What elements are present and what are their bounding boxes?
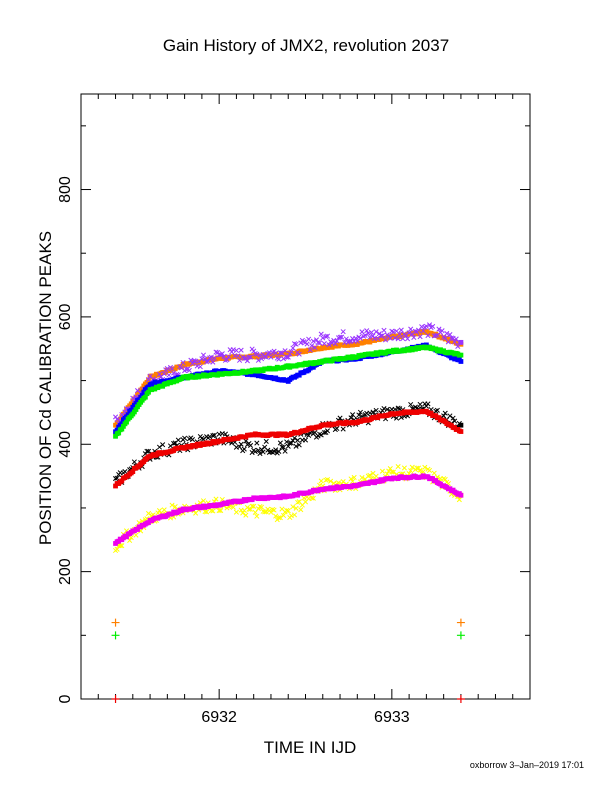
data-point-1 [239,348,243,352]
data-point-1 [306,337,310,341]
footer-credit: oxborrow 3–Jan–2019 17:01 [470,760,584,770]
data-point-6 [289,514,293,518]
data-point-4 [434,409,438,413]
data-point-4 [426,402,430,406]
y-tick-label: 400 [57,431,74,458]
data-point-6 [134,533,138,537]
data-point-4 [200,436,204,440]
plus-marker [457,631,465,639]
data-point-1 [399,328,403,332]
data-point-6 [432,471,436,475]
plus-marker [457,619,465,627]
data-point-4 [435,408,439,412]
data-point-1 [234,348,238,352]
data-point-4 [418,402,422,406]
data-point-6 [374,474,378,478]
plus-marker [112,631,120,639]
data-point-6 [299,508,303,512]
plot-frame [81,94,530,699]
data-point-4 [132,460,136,464]
data-point-4 [176,438,180,442]
data-point-4 [160,443,164,447]
data-point-4 [255,441,259,445]
data-point-4 [295,438,299,442]
data-point-6 [380,469,384,473]
y-tick-label: 0 [57,694,74,703]
data-point-1 [459,340,464,345]
data-point-4 [341,427,345,431]
data-point-5 [459,429,464,434]
data-point-6 [396,464,400,468]
data-point-1 [198,365,202,369]
data-point-4 [459,423,464,428]
data-point-1 [341,329,345,333]
data-point-4 [283,449,287,453]
data-point-4 [278,441,282,445]
data-point-4 [123,469,127,473]
data-point-6 [427,468,431,472]
y-axis-label: POSITION OF Cd CALIBRATION PEAKS [36,231,56,545]
data-point-1 [382,328,386,332]
data-point-4 [242,447,246,451]
data-point-6 [319,479,323,483]
data-point-4 [424,404,428,408]
data-point-4 [303,438,307,442]
data-point-1 [231,347,235,351]
plus-marker [112,619,120,627]
y-tick-label: 800 [57,176,74,203]
data-point-3 [459,353,464,358]
data-point-4 [408,402,412,406]
data-point-4 [335,426,339,430]
data-point-6 [292,513,296,517]
y-tick-label: 200 [57,558,74,585]
data-point-4 [317,432,321,436]
data-point-7 [459,493,464,498]
data-point-4 [182,436,186,440]
y-tick-label: 600 [57,303,74,330]
data-point-4 [157,445,161,449]
x-tick-label: 6933 [374,709,410,726]
data-point-6 [234,510,238,514]
x-axis-label: TIME IN IJD [155,738,465,758]
data-point-1 [167,373,171,377]
data-point-2 [459,359,464,364]
plus-marker [112,695,120,703]
data-point-1 [305,342,309,346]
data-point-6 [255,514,259,518]
data-point-1 [319,332,323,336]
plus-marker [457,695,465,703]
data-point-4 [190,437,194,441]
data-point-4 [264,439,268,443]
x-tick-label: 6932 [201,709,237,726]
data-point-6 [402,466,406,470]
